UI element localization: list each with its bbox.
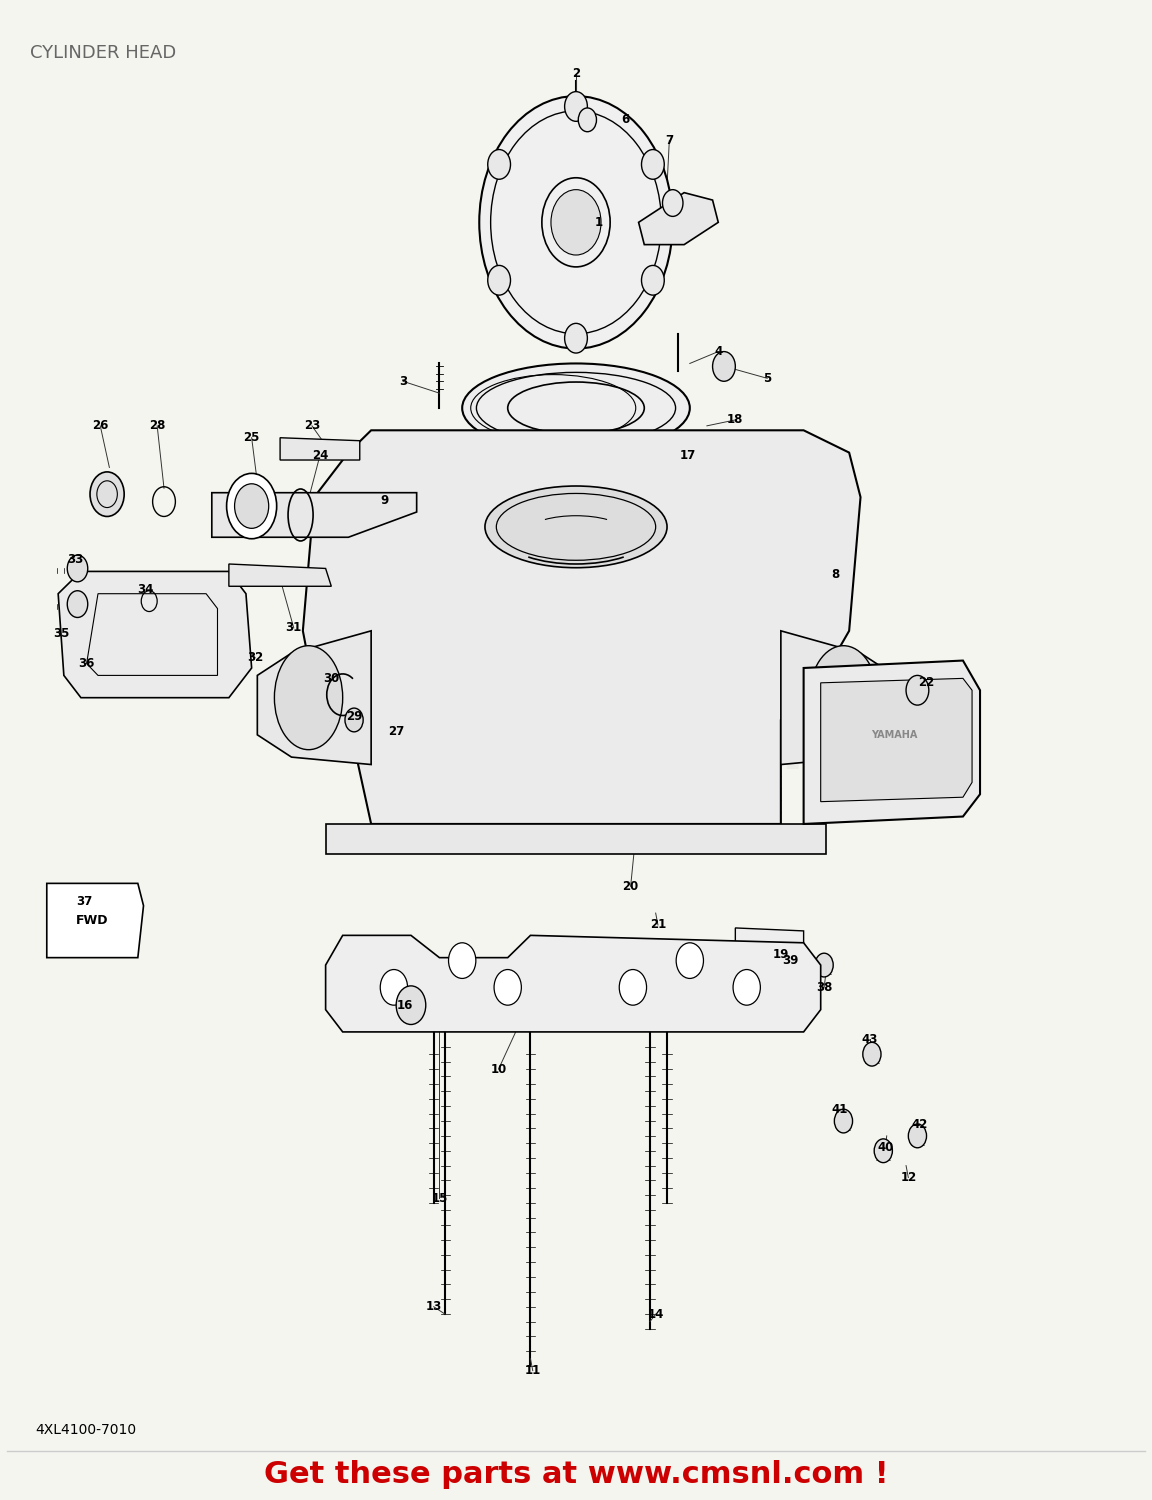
Circle shape [874,1138,893,1162]
Circle shape [620,969,646,1005]
Text: 43: 43 [862,1034,878,1046]
Text: 18: 18 [727,414,743,426]
Text: 33: 33 [67,554,83,566]
Text: 21: 21 [650,918,666,932]
Polygon shape [47,884,144,957]
Circle shape [642,150,665,180]
Text: 17: 17 [680,448,696,462]
Polygon shape [257,632,371,765]
Text: 26: 26 [92,420,108,432]
Circle shape [90,472,124,516]
Polygon shape [638,192,718,244]
Polygon shape [58,572,251,698]
Text: 41: 41 [832,1102,848,1116]
Circle shape [733,969,760,1005]
Ellipse shape [810,645,878,750]
Circle shape [834,1108,852,1132]
Text: 29: 29 [346,711,362,723]
Text: FWD: FWD [76,914,108,927]
Text: 22: 22 [918,676,934,690]
Text: 25: 25 [243,430,260,444]
Text: 42: 42 [911,1118,927,1131]
Circle shape [67,591,88,618]
Circle shape [907,675,929,705]
Circle shape [227,474,276,538]
Text: 24: 24 [312,448,328,462]
Text: 39: 39 [782,954,798,968]
Text: 23: 23 [304,420,320,432]
Circle shape [564,324,588,352]
Circle shape [564,92,588,122]
Circle shape [814,952,833,976]
Circle shape [487,266,510,296]
Text: 6: 6 [621,114,629,126]
Text: 8: 8 [832,568,840,580]
Text: YAMAHA: YAMAHA [871,730,918,740]
Text: 20: 20 [622,880,638,892]
Circle shape [344,708,363,732]
Circle shape [551,189,601,255]
Text: CMSNL.COM: CMSNL.COM [347,717,805,783]
Text: 11: 11 [524,1364,541,1377]
Ellipse shape [462,363,690,453]
Polygon shape [820,678,972,801]
Text: 12: 12 [900,1172,917,1184]
Circle shape [578,108,597,132]
Text: 13: 13 [425,1300,442,1312]
Text: 16: 16 [397,999,414,1011]
Text: 4XL4100-7010: 4XL4100-7010 [36,1424,137,1437]
Text: 40: 40 [878,1142,894,1155]
Text: 38: 38 [816,981,832,994]
Polygon shape [326,936,820,1032]
Circle shape [235,484,268,528]
Text: 1: 1 [594,216,602,229]
Text: 5: 5 [763,372,772,386]
Text: 4: 4 [714,345,722,358]
Ellipse shape [485,486,667,567]
Circle shape [494,969,522,1005]
Text: 10: 10 [491,1062,507,1076]
Text: Get these parts at www.cmsnl.com !: Get these parts at www.cmsnl.com ! [264,1460,888,1490]
Text: 34: 34 [137,582,154,596]
Text: 3: 3 [399,375,407,388]
Text: 7: 7 [665,134,674,147]
Ellipse shape [274,645,342,750]
Text: CYLINDER HEAD: CYLINDER HEAD [30,44,176,62]
Polygon shape [212,492,417,537]
Circle shape [487,150,510,180]
Text: 35: 35 [53,627,70,640]
Polygon shape [735,928,804,946]
Circle shape [396,986,426,1024]
Circle shape [783,939,802,962]
Polygon shape [804,660,980,824]
Text: 32: 32 [247,651,263,664]
Circle shape [642,266,665,296]
Circle shape [448,944,476,978]
Text: 27: 27 [388,726,404,738]
Text: 36: 36 [78,657,94,670]
Text: 9: 9 [380,494,389,507]
Polygon shape [229,564,332,586]
Text: 30: 30 [324,672,340,686]
Circle shape [863,1042,881,1066]
Text: 19: 19 [773,948,789,962]
Circle shape [908,1124,926,1148]
Circle shape [713,351,735,381]
Text: 15: 15 [431,1192,448,1204]
Text: 2: 2 [571,68,581,81]
Polygon shape [303,430,861,824]
Circle shape [380,969,408,1005]
Text: 14: 14 [647,1308,664,1320]
Text: 28: 28 [149,420,166,432]
Circle shape [676,944,704,978]
Polygon shape [280,438,359,460]
Polygon shape [326,824,826,854]
Circle shape [662,189,683,216]
Polygon shape [781,632,895,765]
Circle shape [67,555,88,582]
Circle shape [479,96,673,348]
Text: 31: 31 [286,621,302,634]
Text: 37: 37 [76,894,92,908]
